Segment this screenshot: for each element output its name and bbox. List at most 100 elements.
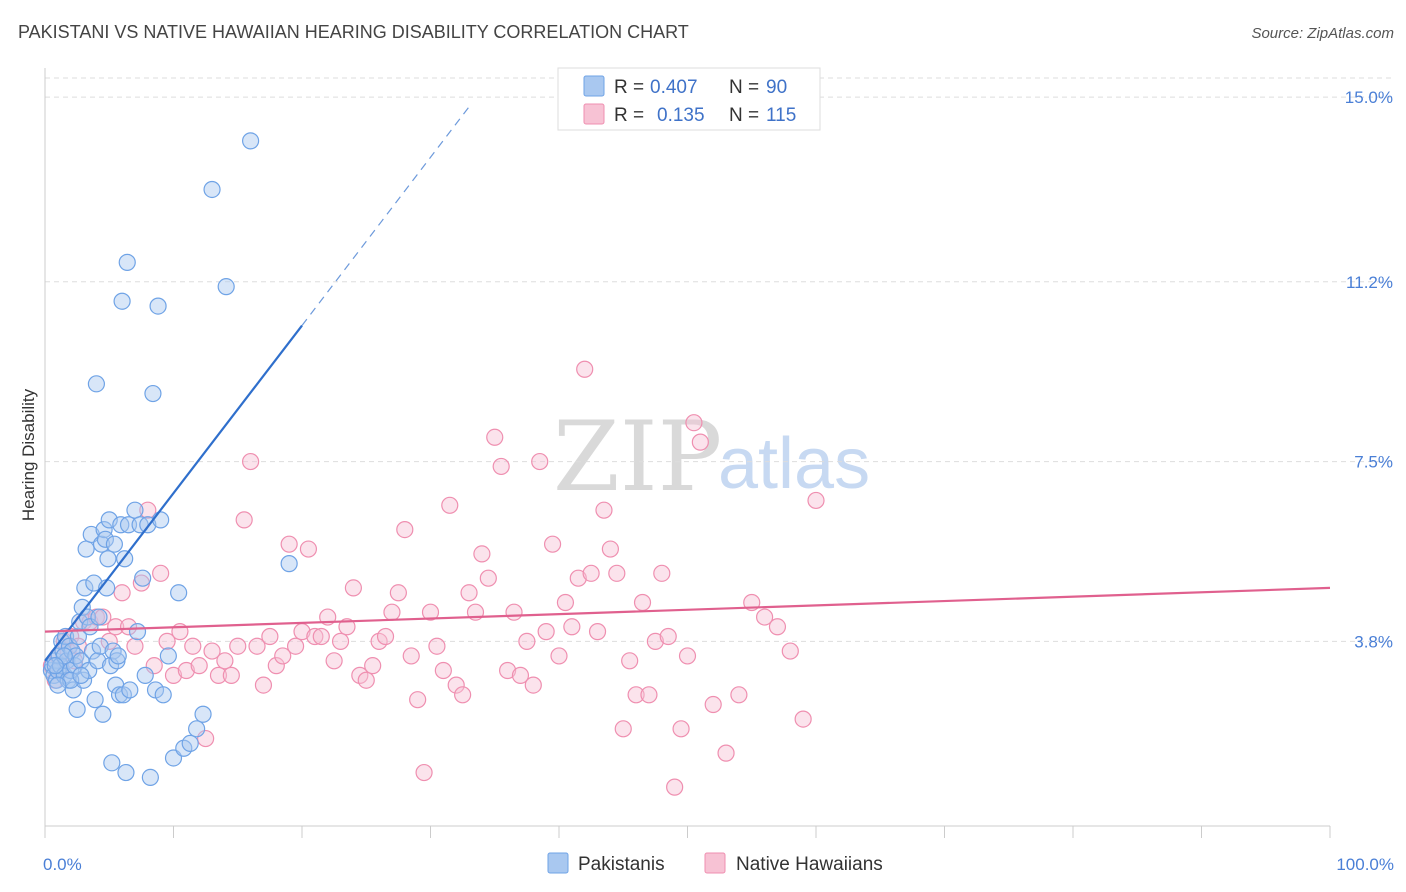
point-native-hawaiians-113 <box>794 710 812 728</box>
series-legend: Pakistanis Native Hawaiians <box>547 852 883 875</box>
point-pakistanis-48 <box>104 642 122 660</box>
point-pakistanis-69 <box>144 384 162 403</box>
point-pakistanis-44 <box>99 550 117 568</box>
legend-swatch-native-hawaiians <box>583 103 605 125</box>
point-pakistanis-76 <box>170 584 188 602</box>
x-tick-marks <box>44 826 1331 838</box>
point-native-hawaiians-15 <box>113 584 131 602</box>
point-pakistanis-81 <box>203 180 221 199</box>
point-native-hawaiians-67 <box>447 676 465 694</box>
point-native-hawaiians-101 <box>666 778 684 796</box>
point-pakistanis-24 <box>73 598 91 616</box>
point-native-hawaiians-97 <box>640 686 658 704</box>
legend-r-value-2: 0.135 <box>657 105 705 126</box>
point-native-hawaiians-85 <box>563 618 581 636</box>
legend-n-value-2: 115 <box>766 105 796 126</box>
point-native-hawaiians-45 <box>306 627 324 646</box>
point-native-hawaiians-31 <box>216 652 234 670</box>
legend-n-label-2: N = <box>729 105 759 126</box>
bottom-legend-label-native-hawaiians: Native Hawaiians <box>736 854 883 875</box>
bottom-legend-label-pakistanis: Pakistanis <box>578 854 665 875</box>
point-native-hawaiians-82 <box>543 535 562 553</box>
point-pakistanis-61 <box>121 681 139 699</box>
trend-line-pakistanis-extension <box>301 106 470 326</box>
point-native-hawaiians-57 <box>383 603 401 621</box>
point-native-hawaiians-78 <box>518 632 536 650</box>
point-pakistanis-42 <box>96 530 114 548</box>
point-native-hawaiians-102 <box>672 720 690 738</box>
point-pakistanis-27 <box>77 540 95 558</box>
point-pakistanis-55 <box>113 292 131 310</box>
y-axis-label: Hearing Disability <box>19 388 38 521</box>
point-pakistanis-65 <box>134 569 152 587</box>
x-tick-label-min: 0.0% <box>43 855 82 874</box>
point-native-hawaiians-84 <box>556 593 575 612</box>
point-pakistanis-36 <box>89 652 107 670</box>
point-native-hawaiians-56 <box>376 627 395 646</box>
point-pakistanis-38 <box>91 637 109 655</box>
point-native-hawaiians-53 <box>357 671 375 689</box>
point-native-hawaiians-106 <box>704 695 722 714</box>
point-native-hawaiians-49 <box>331 632 350 650</box>
y-tick-label-1: 7.5% <box>1354 453 1393 472</box>
point-native-hawaiians-88 <box>582 564 600 582</box>
point-native-hawaiians-66 <box>441 496 459 514</box>
point-pakistanis-73 <box>154 686 172 704</box>
point-native-hawaiians-16 <box>119 618 138 636</box>
point-native-hawaiians-54 <box>364 657 382 675</box>
point-pakistanis-53 <box>110 686 129 704</box>
point-native-hawaiians-89 <box>588 623 607 641</box>
point-native-hawaiians-36 <box>248 637 266 655</box>
point-native-hawaiians-14 <box>107 618 125 636</box>
y-tick-label-2: 11.2% <box>1346 273 1393 292</box>
point-pakistanis-80 <box>194 705 212 723</box>
point-native-hawaiians-114 <box>807 491 825 510</box>
point-native-hawaiians-59 <box>396 521 414 539</box>
watermark-zip: ZIP <box>553 401 722 513</box>
point-native-hawaiians-60 <box>402 647 420 665</box>
point-native-hawaiians-103 <box>678 647 697 665</box>
point-pakistanis-52 <box>109 647 127 665</box>
point-pakistanis-84 <box>280 555 298 573</box>
legend-r-value-1: 0.407 <box>650 77 698 98</box>
legend-n-value-1: 90 <box>766 77 787 98</box>
point-native-hawaiians-39 <box>267 657 285 675</box>
point-pakistanis-58 <box>117 763 135 782</box>
point-native-hawaiians-27 <box>190 657 208 675</box>
point-native-hawaiians-74 <box>492 457 510 476</box>
point-native-hawaiians-41 <box>280 535 298 553</box>
point-native-hawaiians-111 <box>768 618 787 636</box>
point-native-hawaiians-86 <box>569 569 587 587</box>
point-pakistanis-37 <box>90 608 108 626</box>
point-native-hawaiians-46 <box>312 627 330 646</box>
trend-line-native-hawaiians <box>44 586 1331 633</box>
point-pakistanis-35 <box>87 375 106 393</box>
point-native-hawaiians-79 <box>524 676 542 694</box>
point-native-hawaiians-98 <box>646 632 664 650</box>
point-native-hawaiians-21 <box>152 564 170 582</box>
point-native-hawaiians-25 <box>177 661 195 680</box>
point-native-hawaiians-104 <box>685 414 703 432</box>
stats-legend: R = 0.407 N = 90 R = 0.135 N = 115 <box>557 67 821 131</box>
x-tick-label-max: 100.0% <box>1336 855 1394 874</box>
point-native-hawaiians-105 <box>691 433 709 451</box>
point-native-hawaiians-81 <box>537 623 555 641</box>
point-pakistanis-72 <box>152 511 170 529</box>
point-native-hawaiians-38 <box>261 627 279 646</box>
point-native-hawaiians-58 <box>389 584 407 602</box>
point-native-hawaiians-40 <box>274 647 292 665</box>
watermark-atlas: atlas <box>718 424 870 504</box>
point-native-hawaiians-48 <box>325 652 343 670</box>
point-native-hawaiians-29 <box>203 642 221 660</box>
point-native-hawaiians-108 <box>730 686 748 704</box>
point-pakistanis-25 <box>74 671 93 689</box>
point-native-hawaiians-34 <box>235 511 253 529</box>
point-native-hawaiians-77 <box>511 666 530 684</box>
legend-r-label-2: R = <box>614 105 644 126</box>
series-native-hawaiians <box>42 360 825 796</box>
point-native-hawaiians-83 <box>550 647 568 665</box>
point-native-hawaiians-69 <box>460 584 478 602</box>
point-native-hawaiians-72 <box>479 569 497 587</box>
point-native-hawaiians-100 <box>659 627 677 646</box>
